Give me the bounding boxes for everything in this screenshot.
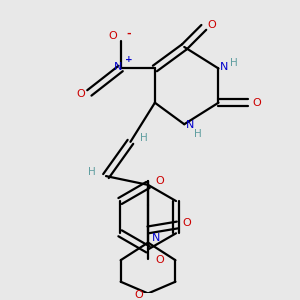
Text: O: O bbox=[155, 176, 164, 186]
Text: H: H bbox=[140, 133, 148, 143]
Text: O: O bbox=[155, 255, 164, 265]
Text: O: O bbox=[252, 98, 261, 108]
Text: N: N bbox=[113, 62, 122, 73]
Text: H: H bbox=[230, 58, 238, 68]
Text: N: N bbox=[152, 233, 160, 243]
Text: N: N bbox=[220, 62, 229, 73]
Text: O: O bbox=[109, 31, 117, 41]
Text: N: N bbox=[186, 120, 194, 130]
Text: H: H bbox=[88, 167, 96, 177]
Text: O: O bbox=[134, 290, 142, 300]
Text: O: O bbox=[207, 20, 216, 30]
Text: -: - bbox=[126, 28, 131, 38]
Text: H: H bbox=[194, 129, 202, 139]
Text: O: O bbox=[76, 89, 85, 99]
Text: O: O bbox=[183, 218, 191, 228]
Text: +: + bbox=[125, 55, 132, 64]
